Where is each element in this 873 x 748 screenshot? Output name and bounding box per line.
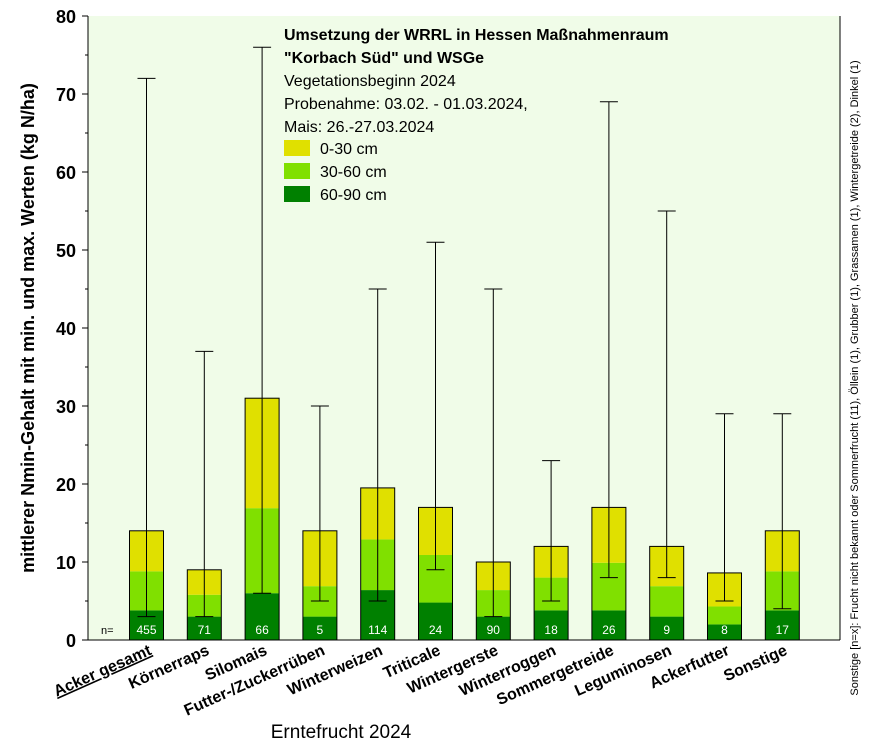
n-count-label: 114: [368, 623, 387, 637]
y-tick-label: 40: [56, 319, 76, 339]
y-tick-label: 70: [56, 85, 76, 105]
bar-segment: [418, 602, 453, 640]
whiskers-layer: [137, 46, 792, 618]
y-tick-label: 30: [56, 397, 76, 417]
n-count-label: 26: [602, 623, 616, 637]
legend-swatch-0-30: [284, 140, 310, 156]
x-tick-label: Sonstige: [721, 642, 790, 685]
bar-segment: [591, 610, 626, 640]
y-tick-label: 80: [56, 7, 76, 27]
y-tick-label: 60: [56, 163, 76, 183]
n-counts-layer: 455 71 66 5 114 24 90 18 26 9 8 17: [136, 623, 789, 637]
title-line-5: Mais: 26.-27.03.2024: [284, 119, 434, 136]
legend-label-30-60: 30-60 cm: [320, 164, 387, 181]
chart-title: Umsetzung der WRRL in Hessen Maßnahmenra…: [284, 27, 669, 136]
legend-label-0-30: 0-30 cm: [320, 141, 378, 158]
n-count-label: 90: [487, 623, 501, 637]
bar-segment: [187, 616, 222, 640]
bar-segment: [534, 610, 569, 640]
n-count-label: 17: [776, 623, 790, 637]
n-count-label: 8: [721, 623, 728, 637]
axes: 0 10 20 30 40 50 60 70 80: [56, 7, 841, 651]
n-count-label: 18: [544, 623, 558, 637]
n-count-label: 66: [255, 623, 269, 637]
bar-segment: [649, 586, 684, 617]
n-count-label: 24: [429, 623, 443, 637]
n-equals-label: n=: [101, 625, 114, 637]
legend-label-60-90: 60-90 cm: [320, 187, 387, 204]
x-tick-labels: Acker gesamtKörnerrapsSilomaisFutter-/Zu…: [51, 642, 790, 720]
legend-swatch-30-60: [284, 163, 310, 179]
bar-segment: [707, 624, 742, 640]
y-axis-label: mittlerer Nmin-Gehalt mit min. und max. …: [18, 83, 38, 573]
n-count-label: 5: [317, 623, 324, 637]
bar-segment: [765, 610, 800, 640]
legend-swatch-60-90: [284, 186, 310, 202]
title-line-1: Umsetzung der WRRL in Hessen Maßnahmenra…: [284, 27, 669, 44]
title-line-3: Vegetationsbeginn 2024: [284, 73, 456, 90]
n-count-label: 9: [663, 623, 670, 637]
bar-segment: [245, 593, 280, 640]
bar-segment: [302, 616, 337, 640]
title-line-4: Probenahme: 03.02. - 01.03.2024,: [284, 96, 528, 113]
y-tick-label: 10: [56, 553, 76, 573]
y-tick-label: 20: [56, 475, 76, 495]
n-count-label: 71: [198, 623, 212, 637]
y-tick-label: 50: [56, 241, 76, 261]
y-tick-label: 0: [66, 631, 76, 651]
bar-segment: [707, 606, 742, 625]
title-line-2: "Korbach Süd" und WSGe: [284, 50, 484, 67]
x-axis-label: Erntefrucht 2024: [271, 722, 412, 743]
legend: 0-30 cm 30-60 cm 60-90 cm: [284, 140, 387, 204]
side-note: Sonstige [n=x]: Frucht nicht bekannt ode…: [849, 60, 861, 695]
bar-segment: [476, 616, 511, 640]
n-count-label: 455: [136, 623, 156, 637]
plot-area: [88, 16, 840, 640]
bar-segment: [649, 616, 684, 640]
